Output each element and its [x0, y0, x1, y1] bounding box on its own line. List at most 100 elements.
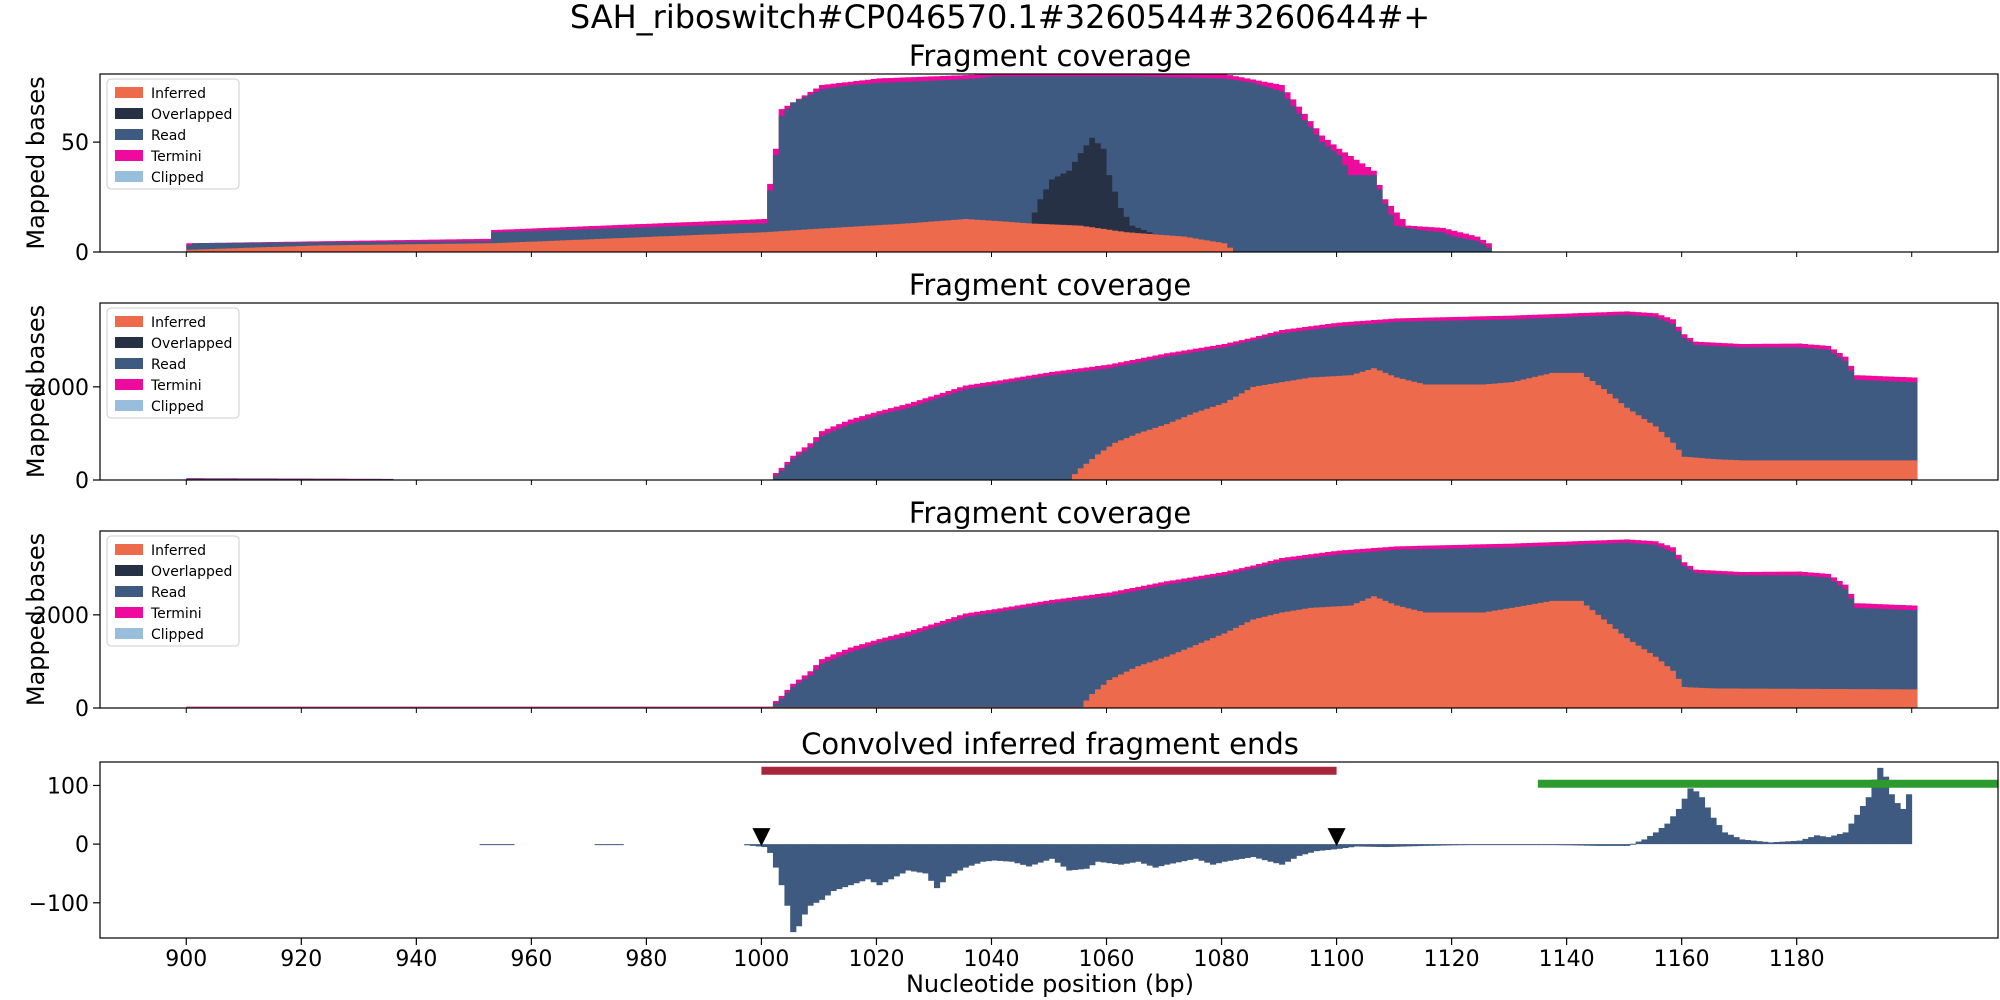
legend-swatch-overlapped	[115, 108, 143, 119]
bar	[744, 844, 751, 846]
bar	[1405, 844, 1412, 847]
bar	[1641, 839, 1648, 845]
bar	[1865, 797, 1872, 845]
bar	[778, 844, 785, 886]
bar	[876, 844, 883, 886]
x-tick-label: 900	[165, 947, 207, 972]
bar	[1687, 788, 1694, 845]
bar	[1020, 844, 1027, 865]
legend-swatch-termini	[115, 150, 143, 161]
bar	[1785, 841, 1792, 845]
bar	[916, 844, 923, 873]
bar	[1693, 791, 1700, 845]
bar	[1859, 806, 1867, 845]
legend-label-overlapped: Overlapped	[151, 564, 232, 580]
bar	[1175, 844, 1182, 863]
x-tick-label: 1000	[733, 947, 789, 972]
bar	[1871, 779, 1878, 845]
bar	[1440, 844, 1447, 846]
bar	[1273, 844, 1280, 864]
y-tick-label: 0	[75, 833, 89, 858]
bar	[491, 844, 498, 846]
bar	[1744, 840, 1752, 845]
bar	[1526, 844, 1533, 846]
bar	[485, 844, 492, 846]
legend-label-inferred: Inferred	[151, 315, 206, 331]
bar	[1733, 837, 1740, 845]
bar	[1670, 816, 1677, 845]
bar	[1014, 844, 1021, 864]
legend-swatch-inferred	[115, 316, 143, 327]
bar	[1221, 844, 1228, 862]
bar	[1181, 844, 1188, 862]
bar	[772, 844, 780, 868]
bar	[1008, 844, 1015, 862]
legend-swatch-clipped	[115, 628, 143, 639]
bar	[1486, 844, 1493, 846]
y-tick-label: 2000	[33, 376, 89, 401]
x-tick-label: 1020	[848, 947, 904, 972]
marker-triangle-1	[752, 828, 771, 847]
bar	[899, 844, 906, 874]
bar	[617, 844, 624, 846]
bar	[1284, 844, 1291, 862]
legend-swatch-overlapped	[115, 337, 143, 348]
bar	[1325, 844, 1332, 850]
bar	[790, 844, 797, 933]
legend-label-read: Read	[151, 128, 186, 144]
bar	[1629, 843, 1637, 845]
bar	[1572, 844, 1579, 846]
bar	[951, 844, 958, 874]
bar	[1244, 844, 1251, 858]
legend-swatch-overlapped	[115, 565, 143, 576]
bar	[1100, 844, 1107, 863]
bar	[1267, 844, 1274, 862]
bar	[1313, 844, 1320, 852]
bar	[1491, 844, 1499, 846]
bar	[905, 844, 912, 871]
bar	[1606, 844, 1614, 846]
axes-frame	[99, 761, 1999, 939]
bar	[1681, 798, 1688, 845]
legend-swatch-read	[115, 586, 143, 597]
bar	[784, 844, 791, 906]
legend: Inferred Overlapped Read Termini Clipped	[106, 307, 240, 419]
bar	[1089, 844, 1096, 866]
bar	[1451, 844, 1458, 846]
bar	[1141, 844, 1148, 864]
bar	[1767, 842, 1775, 845]
bar	[1290, 844, 1297, 859]
area-inferred	[186, 368, 1918, 480]
bar	[1727, 834, 1734, 845]
bar	[1756, 841, 1763, 845]
axes-frame	[99, 530, 1999, 709]
bar	[1480, 844, 1487, 846]
y-tick-label: 0	[75, 469, 89, 494]
bar	[1037, 844, 1044, 863]
legend-swatch-read	[115, 358, 143, 369]
y-axis-label: Mapped bases	[22, 305, 50, 478]
axes-frame	[99, 73, 1999, 253]
bar	[1302, 844, 1309, 855]
bar	[594, 844, 601, 846]
bar	[767, 844, 774, 853]
legend-swatch-read	[115, 129, 143, 140]
legend-label-overlapped: Overlapped	[151, 107, 232, 123]
panel-2: Fragment coverage Inferred Overlapped Read T…	[22, 268, 1999, 494]
bar	[1463, 844, 1470, 846]
legend-label-read: Read	[151, 357, 186, 373]
bar	[611, 844, 619, 846]
bar	[1077, 844, 1084, 870]
panel-title: Fragment coverage	[909, 268, 1191, 302]
panel-title: Convolved inferred fragment ends	[801, 727, 1299, 761]
bar	[1905, 794, 1913, 845]
y-tick-label: 0	[75, 697, 89, 722]
bar	[1652, 832, 1660, 845]
bar	[1457, 844, 1464, 846]
bar	[1474, 844, 1481, 846]
bar	[1468, 844, 1476, 846]
bar	[1831, 835, 1838, 845]
bar	[1031, 844, 1038, 865]
bar	[1532, 844, 1539, 846]
bar	[997, 844, 1004, 861]
